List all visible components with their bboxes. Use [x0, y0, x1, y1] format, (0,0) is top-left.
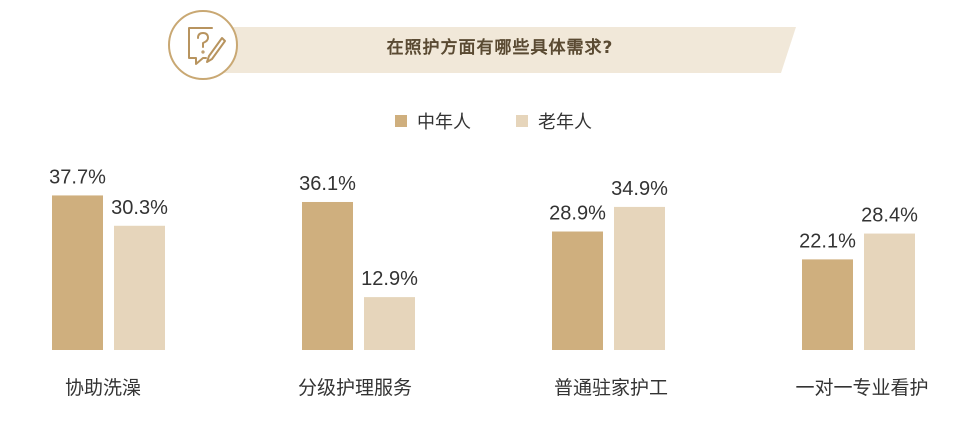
legend-swatch-middle-aged: [395, 115, 407, 127]
banner-shape: [205, 27, 796, 73]
bar-middle-aged-2: [552, 231, 603, 350]
bar-elderly-1: [364, 297, 415, 350]
data-label-elderly-1: 12.9%: [361, 268, 418, 290]
data-label-middle-aged-3: 22.1%: [799, 230, 856, 252]
bar-elderly-3: [864, 233, 915, 350]
bar-middle-aged-3: [802, 259, 853, 350]
data-label-middle-aged-2: 28.9%: [549, 203, 606, 225]
legend-label-middle-aged: 中年人: [417, 112, 471, 133]
legend-item-elderly: 老年人: [516, 108, 592, 134]
title-banner: [168, 10, 796, 80]
category-label-1: 分级护理服务: [298, 377, 412, 399]
bar-middle-aged-1: [302, 201, 353, 350]
data-label-elderly-3: 28.4%: [861, 205, 918, 227]
data-label-middle-aged-1: 36.1%: [299, 173, 356, 195]
legend-item-middle-aged: 中年人: [395, 108, 471, 134]
legend-swatch-elderly: [516, 115, 528, 127]
category-label-0: 协助洗澡: [65, 377, 141, 399]
bar-elderly-0: [114, 225, 165, 350]
bar-elderly-2: [614, 206, 665, 350]
category-label-3: 一对一专业看护: [795, 377, 928, 399]
bar-middle-aged-0: [52, 195, 103, 350]
category-label-2: 普通驻家护工: [554, 377, 668, 399]
legend: 中年人 老年人: [0, 108, 966, 134]
question-edit-icon-glyph: [188, 27, 226, 65]
chart-title: 在照护方面有哪些具体需求?: [386, 38, 614, 58]
legend-label-elderly: 老年人: [538, 112, 592, 133]
data-label-elderly-0: 30.3%: [111, 197, 168, 219]
data-label-elderly-2: 34.9%: [611, 178, 668, 200]
data-label-middle-aged-0: 37.7%: [49, 166, 106, 188]
